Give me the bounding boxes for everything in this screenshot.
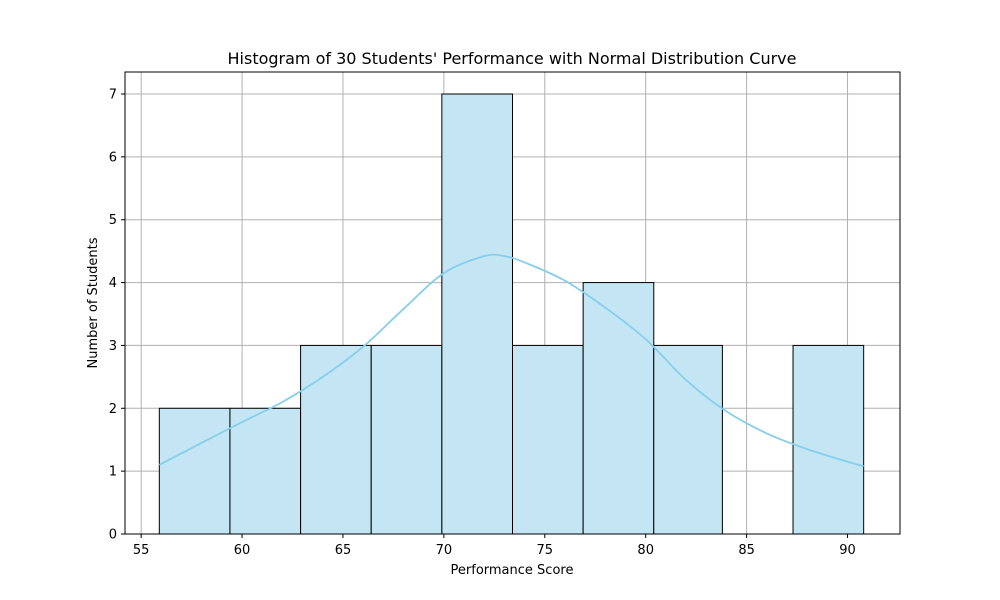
x-tick-label: 55 xyxy=(133,543,150,558)
density-curve-group xyxy=(158,253,864,467)
histogram-bars xyxy=(158,93,865,535)
histogram-bar-8 xyxy=(653,344,723,535)
plot-frame xyxy=(124,71,901,535)
axis-ticks: 55 60 65 70 75 80 85 90 0 1 2 3 4 5 6 7 xyxy=(109,88,856,559)
y-tick-label: 0 xyxy=(109,528,117,543)
y-tick-label: 4 xyxy=(109,276,117,291)
x-tick-label: 85 xyxy=(738,543,755,558)
x-tick-label: 80 xyxy=(637,543,654,558)
histogram-bar-3 xyxy=(300,344,372,535)
x-tick-label: 65 xyxy=(335,543,352,558)
histogram-bar-5 xyxy=(441,93,513,535)
y-tick-label: 7 xyxy=(109,88,117,103)
y-tick-label: 1 xyxy=(109,465,117,480)
chart-title: Histogram of 30 Students' Performance wi… xyxy=(228,49,797,68)
y-axis-label: Number of Students xyxy=(86,237,101,368)
x-tick-label: 70 xyxy=(436,543,453,558)
x-axis-label: Performance Score xyxy=(451,563,574,578)
histogram-bar-4 xyxy=(370,344,443,535)
y-tick-label: 3 xyxy=(109,339,117,354)
histogram-bar-1 xyxy=(158,407,231,535)
x-tick-label: 75 xyxy=(537,543,554,558)
y-tick-label: 5 xyxy=(109,213,117,228)
y-tick-label: 2 xyxy=(109,402,117,417)
histogram-bar-6 xyxy=(512,344,584,535)
histogram-bar-10 xyxy=(792,344,865,535)
x-tick-label: 60 xyxy=(234,543,251,558)
histogram-bar-2 xyxy=(229,407,302,535)
histogram-bar-7 xyxy=(582,282,655,535)
x-tick-label: 90 xyxy=(839,543,856,558)
y-tick-label: 6 xyxy=(109,150,117,165)
density-curve xyxy=(158,253,864,467)
